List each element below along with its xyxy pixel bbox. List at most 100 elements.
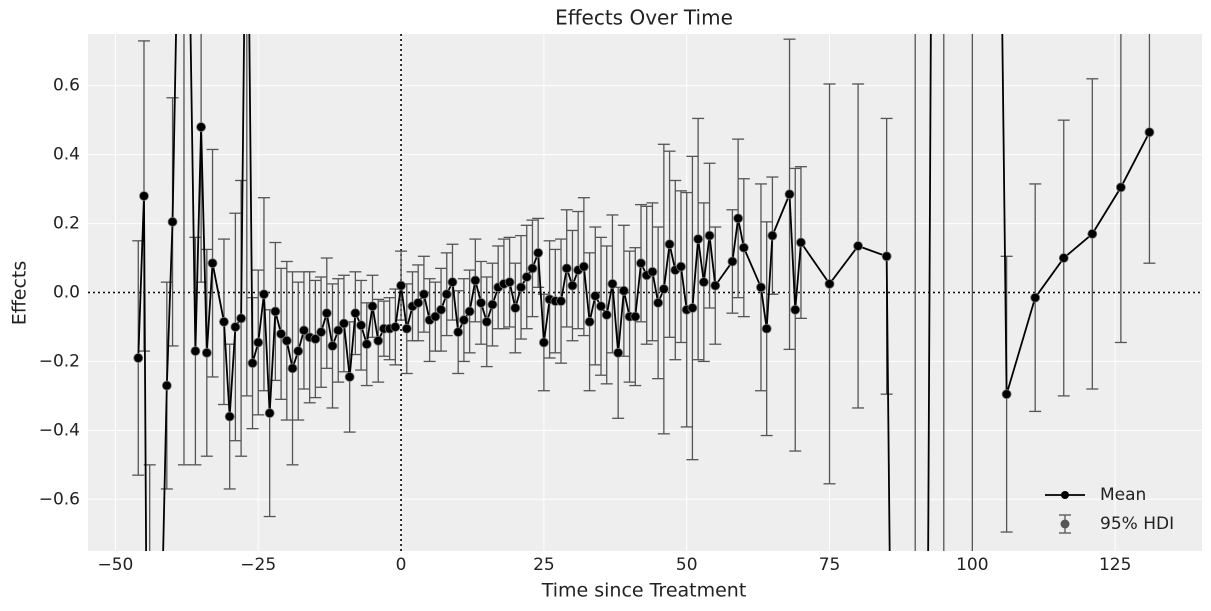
x-tick-label: 100 [956, 555, 988, 575]
mean-point [139, 191, 149, 201]
mean-point [761, 323, 772, 334]
mean-point [356, 320, 366, 331]
mean-point [293, 346, 304, 356]
mean-point [1115, 182, 1126, 193]
mean-point [584, 316, 595, 327]
mean-point [596, 301, 606, 312]
x-tick-label: 25 [533, 555, 555, 575]
mean-point [693, 234, 704, 244]
mean-point [333, 325, 344, 336]
mean-point [527, 263, 538, 274]
mean-point [636, 258, 646, 269]
mean-point [196, 122, 207, 132]
mean-point [796, 237, 806, 248]
mean-point [521, 272, 532, 282]
mean-point [767, 230, 778, 241]
mean-point [396, 280, 406, 291]
mean-point [447, 277, 458, 288]
mean-point [630, 311, 641, 322]
mean-point [161, 380, 172, 391]
mean-point [727, 256, 738, 267]
mean-point [133, 353, 144, 363]
mean-point [276, 328, 286, 339]
x-tick-label: 75 [819, 555, 841, 575]
mean-point [710, 280, 721, 291]
mean-point [853, 241, 863, 251]
mean-point [167, 216, 178, 227]
x-tick-label: 125 [1099, 555, 1131, 575]
y-tick-label: 0.4 [53, 145, 80, 165]
mean-point [881, 251, 892, 262]
mean-point [590, 291, 601, 301]
mean-point [704, 230, 715, 241]
mean-point [367, 301, 378, 312]
y-tick-label: 0.2 [53, 214, 80, 234]
mean-point [253, 337, 264, 348]
mean-point [453, 327, 464, 338]
mean-point [321, 308, 332, 319]
mean-point [647, 266, 658, 277]
mean-point [481, 316, 492, 327]
mean-point [310, 334, 321, 344]
mean-point [361, 339, 372, 350]
x-tick-label: −50 [97, 555, 133, 575]
y-axis-label: Effects [9, 261, 31, 326]
mean-point [676, 261, 686, 272]
mean-point [401, 323, 412, 334]
mean-point [413, 297, 424, 308]
mean-point [567, 280, 578, 291]
mean-point [464, 306, 475, 317]
mean-point [459, 315, 469, 325]
legend-label: Mean [1100, 485, 1146, 505]
mean-point [419, 289, 429, 300]
mean-point [738, 242, 749, 253]
mean-point [538, 337, 549, 348]
y-tick-label: 0.6 [53, 76, 80, 96]
mean-point [201, 347, 212, 358]
y-tick-label: −0.6 [39, 489, 80, 509]
mean-point [190, 346, 201, 356]
mean-point [607, 278, 618, 289]
mean-point [1087, 229, 1098, 239]
mean-point [784, 189, 795, 200]
mean-point [1030, 292, 1041, 303]
mean-point [259, 289, 269, 300]
mean-point [733, 213, 744, 224]
mean-point [1058, 253, 1069, 263]
chart-title: Effects Over Time [555, 6, 733, 30]
mean-point [687, 303, 698, 313]
mean-point [613, 347, 624, 358]
mean-point [824, 278, 835, 289]
mean-point [207, 258, 218, 269]
mean-point [601, 310, 612, 320]
mean-point [561, 263, 572, 274]
x-tick-label: 50 [676, 555, 698, 575]
mean-point [658, 284, 669, 294]
mean-point [504, 277, 515, 288]
mean-point [373, 335, 384, 346]
mean-point [287, 363, 298, 374]
mean-point [247, 358, 258, 369]
mean-point [299, 325, 309, 336]
mean-point [510, 303, 521, 313]
mean-point [316, 327, 326, 338]
mean-point [327, 341, 338, 351]
mean-point [556, 296, 566, 307]
mean-point [578, 261, 589, 272]
mean-point [441, 289, 452, 300]
mean-point [236, 313, 247, 324]
mean-point [339, 318, 349, 329]
mean-point [653, 297, 664, 308]
error-bar [240, 34, 253, 397]
mean-point [219, 316, 229, 327]
y-tick-label: −0.2 [39, 351, 80, 371]
y-tick-label: 0.0 [53, 283, 80, 303]
mean-point [470, 275, 481, 286]
mean-point [270, 306, 281, 317]
mean-point [264, 408, 275, 419]
mean-point [698, 277, 709, 288]
mean-point [224, 411, 235, 422]
mean-point [516, 282, 526, 293]
mean-point [230, 322, 241, 332]
x-tick-label: 0 [396, 555, 407, 575]
